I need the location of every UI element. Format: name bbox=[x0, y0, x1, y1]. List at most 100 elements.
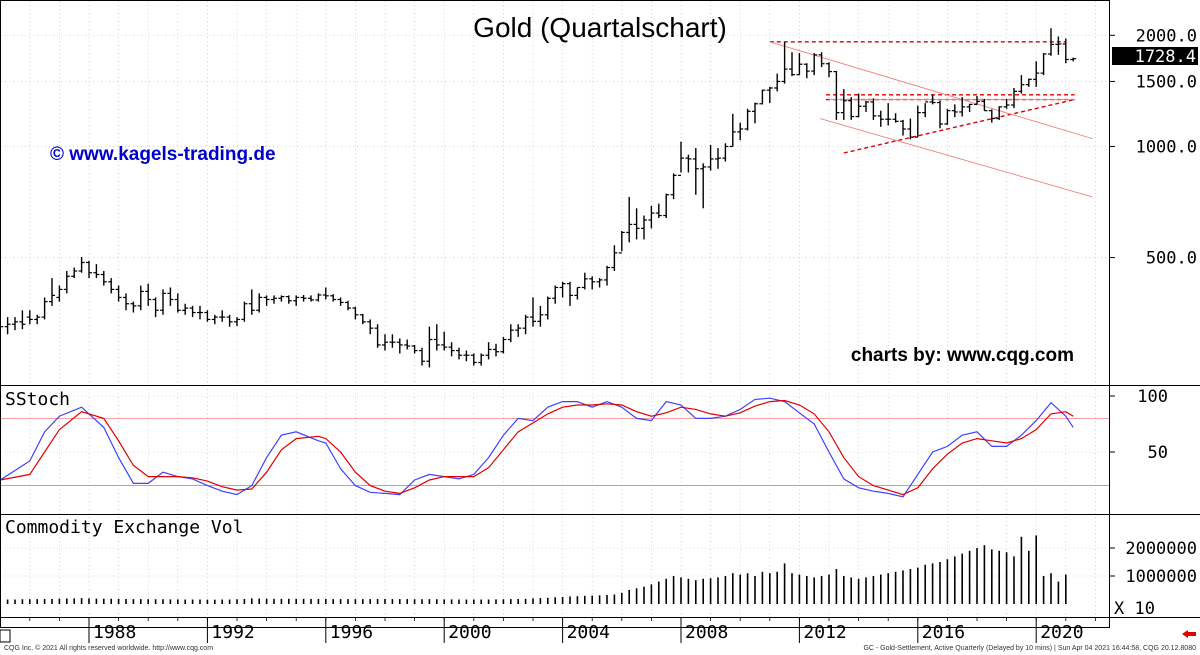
ohlc-bar bbox=[715, 148, 721, 169]
ohlc-bar bbox=[596, 278, 603, 288]
ohlc-bar bbox=[1025, 78, 1032, 87]
ohlc-bar bbox=[752, 102, 758, 124]
ohlc-bar bbox=[308, 295, 314, 302]
ohlc-bar bbox=[19, 310, 26, 330]
stoch-reference-lines bbox=[1, 417, 1109, 487]
ohlc-bar bbox=[611, 245, 618, 271]
ohlc-bar bbox=[478, 353, 485, 366]
ohlc-bar bbox=[108, 278, 115, 294]
ohlc-bar bbox=[1033, 61, 1040, 87]
date-axis: 1988 1992 1996 2000 2004 2008 2012 2016 2020 bbox=[29, 617, 1096, 643]
date-tick-label: 1988 bbox=[93, 622, 136, 643]
ohlc-bar bbox=[256, 293, 263, 313]
ohlc-bar bbox=[655, 203, 662, 219]
date-tick-label: 2020 bbox=[1040, 622, 1083, 643]
volume-tick-label: 2000000 bbox=[1125, 539, 1197, 559]
ohlc-bar bbox=[537, 305, 544, 327]
ohlc-bar bbox=[500, 336, 507, 354]
volume-axis: 2000000 1000000 X 10 bbox=[1109, 539, 1197, 619]
date-tick-label: 1996 bbox=[330, 622, 373, 643]
footer: CQG Inc. © 2021 All rights reserved worl… bbox=[0, 643, 1200, 655]
ohlc-bar bbox=[707, 144, 714, 171]
ohlc-bar bbox=[559, 281, 566, 298]
ohlc-bar bbox=[670, 173, 677, 200]
ohlc-bar bbox=[641, 215, 647, 240]
ohlc-bar bbox=[145, 283, 152, 306]
ohlc-bar bbox=[56, 285, 63, 302]
ohlc-bar bbox=[840, 89, 847, 120]
ohlc-bar bbox=[648, 205, 655, 229]
price-axis: 2000.0 1500.0 1000.0 500.0 bbox=[1109, 26, 1197, 269]
ohlc-bar bbox=[26, 310, 33, 325]
ohlc-bar bbox=[848, 97, 855, 120]
stoch-title: SStoch bbox=[5, 389, 70, 410]
ohlc-bar bbox=[86, 260, 92, 279]
ohlc-bar bbox=[285, 295, 292, 304]
scroll-box[interactable] bbox=[0, 629, 11, 643]
ohlc-bar bbox=[219, 310, 226, 322]
ohlc-bar bbox=[123, 293, 129, 311]
ohlc-bar bbox=[160, 289, 166, 315]
ohlc-bar bbox=[433, 324, 440, 351]
price-bars bbox=[1, 28, 1077, 368]
ohlc-bar bbox=[130, 301, 137, 313]
ohlc-bar bbox=[78, 256, 85, 273]
ohlc-bar bbox=[352, 306, 359, 320]
ohlc-bar bbox=[581, 272, 588, 290]
stoch-slow-line bbox=[1, 399, 1074, 496]
ohlc-bar bbox=[914, 105, 921, 138]
stoch-tick-label: 50 bbox=[1148, 443, 1168, 463]
ohlc-bar bbox=[929, 94, 936, 105]
ohlc-bar bbox=[944, 108, 951, 125]
scroll-right-arrow-icon[interactable] bbox=[1182, 630, 1196, 638]
ohlc-bar bbox=[766, 86, 773, 104]
price-tick-label: 1500.0 bbox=[1136, 72, 1197, 92]
ohlc-bar bbox=[922, 101, 929, 118]
stoch-lines bbox=[1, 397, 1074, 498]
ohlc-bar bbox=[951, 104, 958, 118]
ohlc-bar bbox=[907, 118, 914, 140]
ohlc-bar bbox=[204, 310, 211, 322]
ohlc-bar bbox=[744, 108, 751, 131]
ohlc-bar bbox=[100, 270, 107, 286]
volume-tick-label: 1000000 bbox=[1125, 567, 1197, 587]
ohlc-bar bbox=[789, 52, 795, 77]
volume-tick-label: X 10 bbox=[1114, 599, 1155, 619]
volume-title: Commodity Exchange Vol bbox=[5, 517, 243, 538]
ohlc-bar bbox=[12, 317, 18, 331]
ohlc-bar bbox=[448, 342, 455, 357]
stoch-axis: 100 50 bbox=[1109, 387, 1168, 463]
ohlc-bar bbox=[248, 289, 255, 315]
ohlc-bar bbox=[263, 295, 270, 306]
ohlc-bar bbox=[826, 62, 832, 78]
ohlc-bar bbox=[211, 314, 218, 325]
ohlc-bar bbox=[996, 106, 1003, 120]
ohlc-bar bbox=[522, 314, 529, 335]
ohlc-bar bbox=[470, 353, 477, 366]
ohlc-bar bbox=[41, 297, 48, 320]
plot-frame bbox=[0, 0, 1110, 628]
date-tick-label: 2004 bbox=[567, 622, 610, 643]
ohlc-bar bbox=[93, 264, 100, 279]
date-tick-label: 2008 bbox=[685, 622, 728, 643]
ohlc-bar bbox=[197, 305, 203, 320]
price-tick-label: 1000.0 bbox=[1136, 137, 1197, 157]
ohlc-bar bbox=[981, 98, 988, 112]
ohlc-bar bbox=[315, 293, 322, 302]
ohlc-bar bbox=[374, 324, 381, 348]
ohlc-bar bbox=[367, 319, 374, 335]
ohlc-bar bbox=[322, 287, 329, 300]
ohlc-bar bbox=[885, 103, 892, 126]
ohlc-bar bbox=[700, 163, 707, 209]
ohlc-bar bbox=[404, 339, 411, 350]
ohlc-bar bbox=[759, 89, 766, 105]
last-price-box bbox=[1112, 47, 1198, 65]
ohlc-bar bbox=[618, 231, 625, 254]
stoch-tick-label: 100 bbox=[1137, 387, 1168, 407]
ohlc-bar bbox=[182, 303, 189, 315]
ohlc-bar bbox=[278, 295, 285, 302]
ohlc-bar bbox=[678, 141, 684, 176]
ohlc-bar bbox=[1040, 53, 1047, 76]
ohlc-bar bbox=[234, 317, 240, 327]
